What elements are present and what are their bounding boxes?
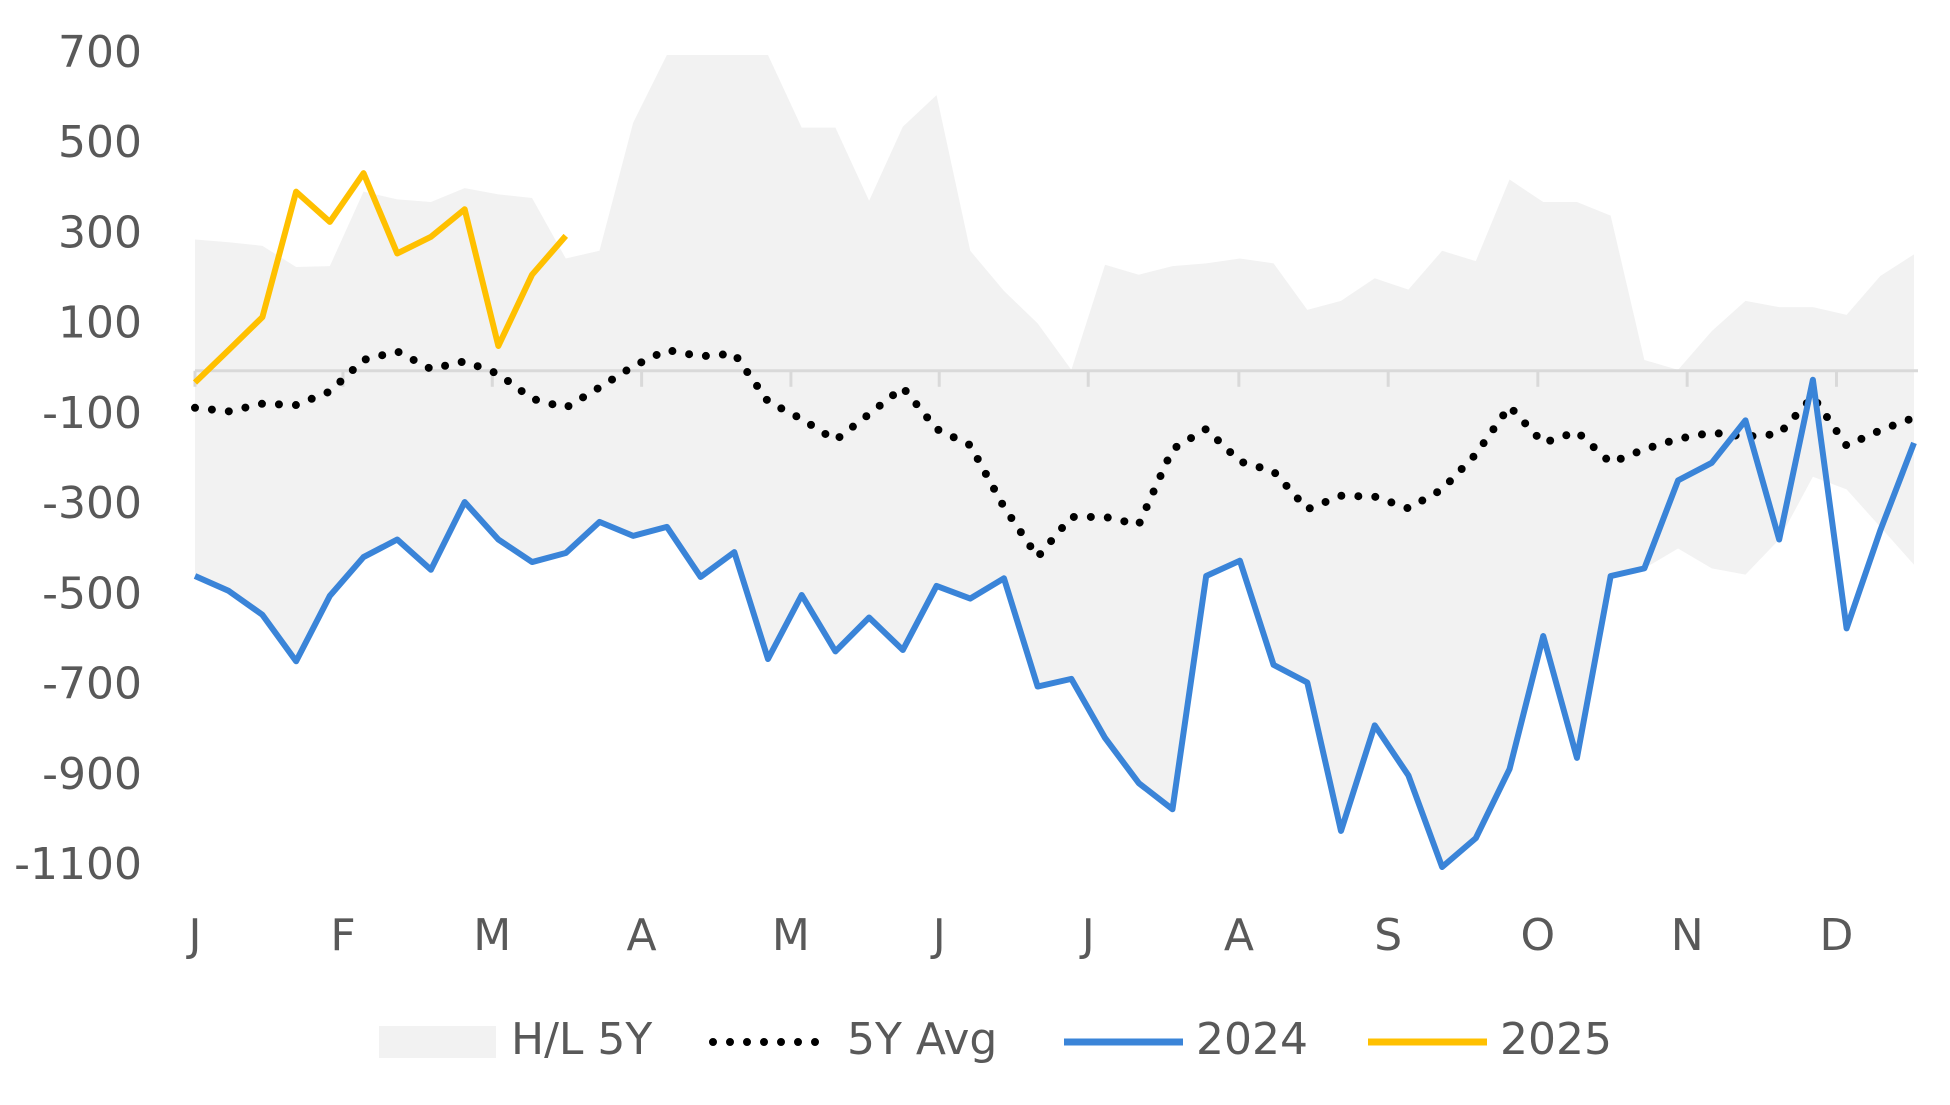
legend-label: 2025 bbox=[1500, 1014, 1612, 1065]
y-tick-label: 700 bbox=[58, 27, 142, 78]
legend-swatch bbox=[379, 1026, 496, 1058]
legend-label: 2024 bbox=[1196, 1014, 1308, 1065]
y-tick-label: 100 bbox=[58, 298, 142, 349]
x-tick-label: O bbox=[1521, 910, 1556, 961]
x-tick-label: A bbox=[627, 910, 657, 961]
x-tick-label: M bbox=[772, 910, 810, 961]
legend-label: H/L 5Y bbox=[511, 1014, 652, 1065]
hl-band bbox=[195, 55, 1914, 867]
series-line bbox=[193, 376, 1917, 870]
y-tick-label: -300 bbox=[42, 478, 142, 529]
x-tick-label: S bbox=[1374, 910, 1402, 961]
legend-label: 5Y Avg bbox=[847, 1014, 997, 1065]
y-tick-label: -900 bbox=[42, 749, 142, 800]
x-tick-label: D bbox=[1820, 910, 1854, 961]
y-tick-label: 500 bbox=[58, 117, 142, 168]
x-tick-label: J bbox=[186, 910, 202, 961]
x-tick-label: A bbox=[1224, 910, 1254, 961]
x-tick-label: F bbox=[330, 910, 355, 961]
x-tick-label: J bbox=[930, 910, 946, 961]
series-line bbox=[192, 170, 569, 385]
x-tick-label: M bbox=[473, 910, 511, 961]
y-tick-label: -1100 bbox=[14, 839, 142, 890]
x-tick-label: N bbox=[1671, 910, 1704, 961]
y-tick-label: -100 bbox=[42, 388, 142, 439]
y-tick-label: -500 bbox=[42, 568, 142, 619]
x-tick-label: J bbox=[1079, 910, 1095, 961]
y-tick-label: 300 bbox=[58, 207, 142, 258]
y-tick-label: -700 bbox=[42, 659, 142, 710]
